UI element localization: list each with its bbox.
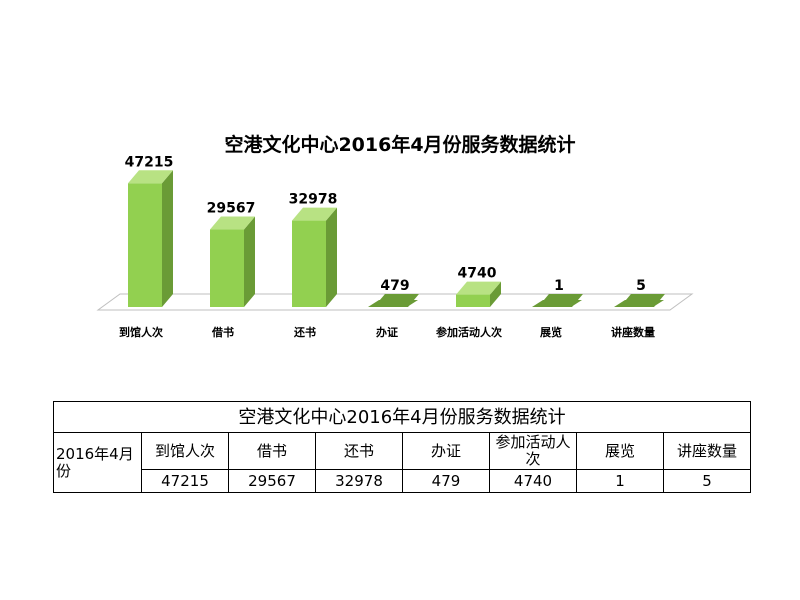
x-tick-label: 还书 [293,325,316,339]
table-header-cell: 借书 [228,432,316,470]
chart-title: 空港文化中心2016年4月份服务数据统计 [224,134,576,156]
data-label: 29567 [207,201,256,217]
table-header-cell: 到馆人次 [141,432,229,470]
bar [210,229,244,307]
bar-top [128,170,173,184]
bar-top [456,281,501,295]
table-row-label: 2016年4月份 [53,432,142,493]
table-value-cell: 5 [662,469,752,493]
data-table: 空港文化中心2016年4月份服务数据统计 2016年4月份 到馆人次 借书 还书… [52,401,752,493]
bar [128,183,162,307]
table-header-cell: 办证 [402,432,490,470]
bar-top [210,216,255,230]
bar-side [244,216,255,307]
table-header-cell: 还书 [315,432,403,470]
table-value-cell: 32978 [315,469,403,493]
x-tick-label: 讲座数量 [611,325,655,339]
bar [532,300,582,307]
bar-top [292,207,337,221]
data-label: 5 [636,278,646,294]
table-value-cell: 1 [576,469,664,493]
table-header-row: 2016年4月份 到馆人次 借书 还书 办证 参加活动人次 展览 讲座数量 [53,432,752,493]
bar [614,300,664,307]
x-tick-label: 借书 [211,325,234,339]
x-tick-label: 参加活动人次 [436,325,502,339]
x-tick-label: 到馆人次 [119,325,163,339]
table-value-row: 47215 29567 32978 479 4740 1 5 [54,469,752,493]
table-header-cell: 展览 [576,432,664,470]
table-value-cell: 47215 [141,469,229,493]
table-value-cell: 479 [402,469,490,493]
data-label: 47215 [125,154,174,170]
bar-side [326,207,337,307]
x-tick-label: 办证 [376,325,398,339]
data-label: 4740 [458,266,497,282]
table-value-cell: 29567 [228,469,316,493]
table-title-row: 空港文化中心2016年4月份服务数据统计 [52,401,752,433]
table-header-cell: 参加活动人次 [489,432,577,470]
table-title: 空港文化中心2016年4月份服务数据统计 [52,401,752,433]
table-value-cell: 4740 [489,469,577,493]
bar [292,220,326,307]
data-label: 32978 [289,192,338,208]
bar [456,294,490,307]
bar [368,300,418,307]
data-label: 1 [554,278,564,294]
data-label: 479 [380,278,409,294]
x-tick-label: 展览 [539,325,562,339]
table-header-cell: 讲座数量 [662,432,752,470]
bar-side [490,281,501,307]
bar-side [162,170,173,307]
